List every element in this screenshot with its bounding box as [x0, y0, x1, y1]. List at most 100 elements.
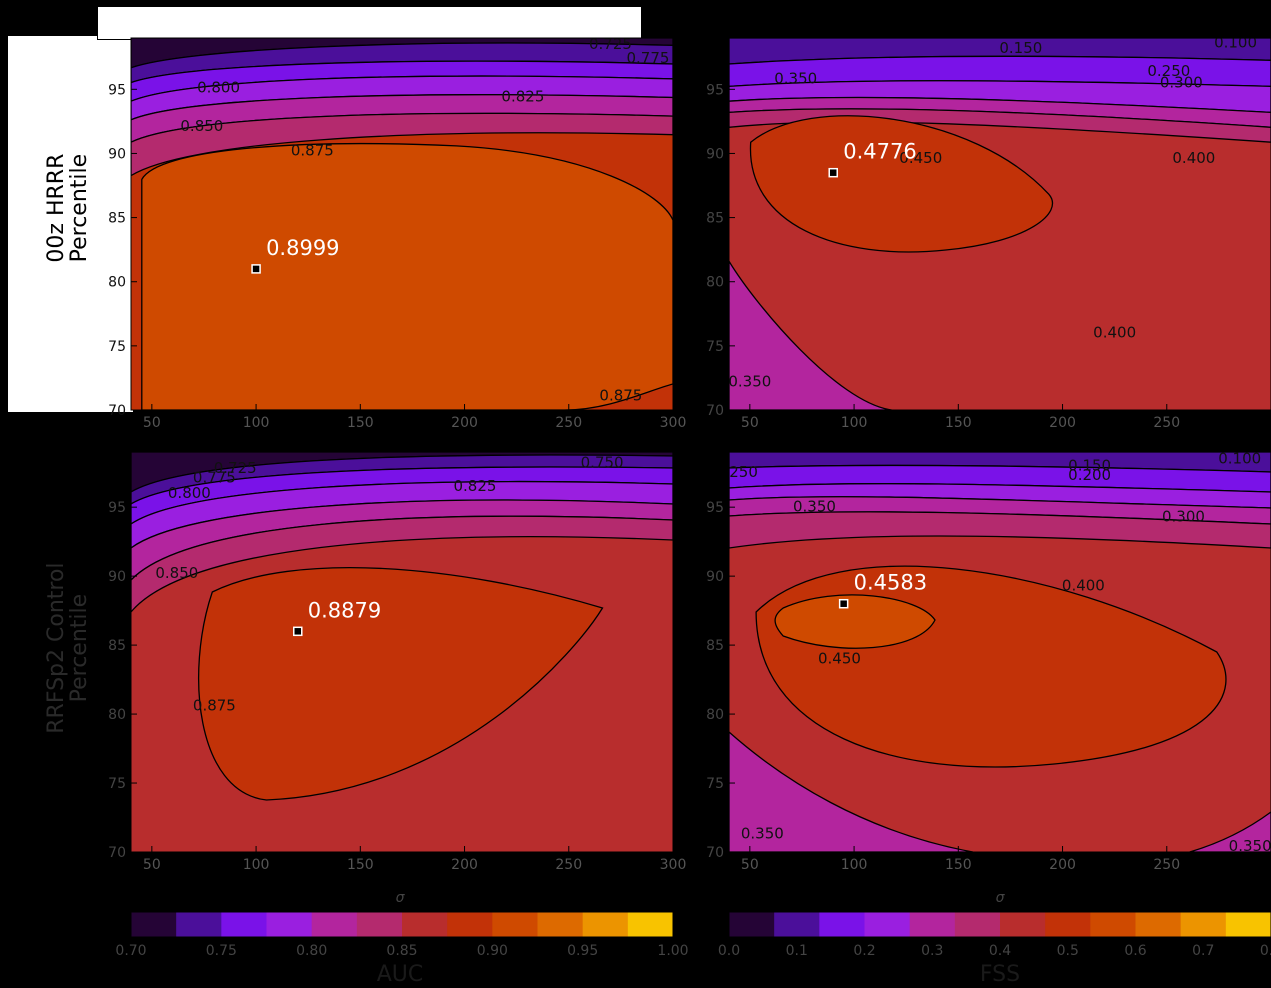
contour-label: 0.100	[1218, 449, 1261, 467]
best-score-label: 0.8879	[308, 598, 381, 622]
colorbar-swatch	[909, 912, 956, 937]
contour-label: 0.100	[1214, 34, 1257, 52]
colorbar-swatch	[1090, 912, 1136, 937]
contour-band	[131, 515, 673, 614]
contour-label: 0.150	[999, 39, 1042, 57]
contour-band	[198, 567, 604, 801]
contour-band	[774, 594, 936, 649]
row1-ylabel: 00z HRRR Percentile	[43, 108, 92, 308]
x-tick-label: 50	[143, 857, 161, 873]
colorbar-swatch	[1135, 912, 1182, 937]
y-tick-label: 80	[108, 707, 126, 723]
y-tick-label: 75	[108, 776, 126, 792]
x-tick-label: 250	[555, 415, 582, 431]
cbar-auc-label: AUC	[376, 962, 424, 987]
best-score-label: 0.4583	[854, 571, 927, 595]
x-tick-label: 150	[945, 415, 972, 431]
contour-band	[131, 112, 673, 177]
y-tick-label: 90	[108, 146, 126, 162]
y-tick-label: 95	[706, 500, 724, 516]
x-tick-label: 150	[945, 857, 972, 873]
contour-label: 0.800	[197, 79, 240, 97]
colorbar-tick-label: 0.4	[989, 943, 1011, 959]
x-tick-label: 100	[841, 415, 868, 431]
y-tick-label: 75	[706, 776, 724, 792]
contour-label: 0.200	[1068, 466, 1111, 484]
contour-label: 0.350	[793, 498, 836, 516]
y-tick-label: 80	[706, 707, 724, 723]
y-tick-label: 95	[706, 82, 724, 98]
colorbar-swatch	[1000, 912, 1046, 937]
x-tick-label: 100	[243, 415, 270, 431]
contour-label: 0.875	[291, 141, 334, 159]
ylabel-line: 00z HRRR	[43, 153, 69, 263]
panel-frame	[130, 451, 674, 853]
y-tick-label: 85	[706, 211, 724, 227]
colorbar-swatch	[1225, 912, 1271, 937]
contour-label: 0.875	[599, 386, 642, 404]
contour-band	[729, 511, 1271, 549]
ylabel-line: Percentile	[67, 153, 92, 263]
colorbar-swatch	[954, 912, 1001, 937]
colorbar-tick-label: 0.0	[718, 943, 740, 959]
contour-label: 0.350	[741, 825, 784, 843]
colorbar-swatch	[864, 912, 911, 937]
contour-label: 0.800	[168, 484, 211, 502]
contour-label: 0.250	[1147, 62, 1190, 80]
colorbar-tick-label: 1.00	[657, 943, 688, 959]
y-tick-label: 75	[108, 339, 126, 355]
x-tick-label: 200	[451, 415, 478, 431]
y-tick-label: 95	[108, 500, 126, 516]
colorbar-tick-label: 0.6	[1124, 943, 1146, 959]
best-score-label: 0.4776	[843, 140, 916, 164]
x-tick-label: 50	[741, 415, 759, 431]
contour-label: 0.450	[899, 149, 942, 167]
panel-frame	[130, 37, 674, 411]
colorbar-tick-label: 0.90	[477, 943, 508, 959]
colorbar-tick-label: 0.3	[921, 943, 943, 959]
xlabel-right: σ	[995, 890, 1005, 906]
contour-label: 0.825	[453, 477, 496, 495]
colorbar-tick-label: 0.70	[115, 943, 146, 959]
contour-label: 0.775	[627, 49, 670, 67]
contour-label: 0.850	[180, 117, 223, 135]
contour-label: 0.750	[581, 454, 624, 472]
y-tick-label: 70	[706, 845, 724, 861]
contour-label: 250	[729, 463, 758, 481]
colorbar-swatch	[819, 912, 865, 937]
contour-label: 0.400	[1093, 324, 1136, 342]
y-tick-label: 95	[108, 82, 126, 98]
colorbar-swatch	[1045, 912, 1091, 937]
colorbar-tick-label: 0.95	[567, 943, 598, 959]
y-tick-label: 85	[108, 638, 126, 654]
colorbar-swatch	[176, 912, 222, 937]
contour-label: 0.725	[589, 35, 632, 53]
colorbar-swatch	[774, 912, 820, 937]
colorbar-swatch	[582, 912, 629, 937]
contour-label: 0.150	[1068, 456, 1111, 474]
colorbar-swatch	[221, 912, 267, 937]
x-tick-label: 100	[243, 857, 270, 873]
contour-label: 0.400	[1172, 149, 1215, 167]
colorbar-swatch	[131, 912, 177, 937]
contour-band	[729, 259, 892, 410]
left-margin-bg	[8, 36, 133, 412]
contour-label: 0.400	[1062, 576, 1105, 594]
best-marker	[293, 626, 303, 637]
colorbar-tick-label: 0.1	[786, 943, 808, 959]
colorbar-tick-label: 0.7	[1192, 943, 1214, 959]
cbar-fss: 0.0 0.1 0.2 0.3 0.4 0.5 0.6 0.7 0.8	[718, 911, 1271, 959]
ylabel-line: RRFSp2 Control	[43, 562, 69, 734]
clipped-top-axes	[97, 6, 642, 40]
y-tick-label: 80	[706, 275, 724, 291]
x-tick-label: 250	[1153, 415, 1180, 431]
x-tick-label: 50	[143, 415, 161, 431]
ylabel-line: Percentile	[67, 593, 92, 703]
colorbar-swatch	[492, 912, 538, 937]
contour-label: 0.350	[774, 70, 817, 88]
colorbar-frame	[130, 911, 674, 938]
colorbar-tick-label: 0.2	[853, 943, 875, 959]
